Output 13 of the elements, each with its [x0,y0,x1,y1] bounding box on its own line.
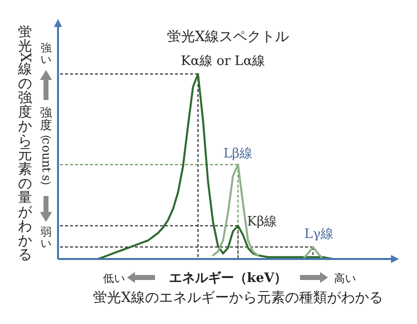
text: 蛍光X線の強度から元素の量がわかる [16,24,33,264]
text: 蛍光X線のエネルギーから元素の種類がわかる [93,290,383,306]
text: 強度（counts） [39,106,54,192]
text: 低い [103,272,125,285]
text: Kα線 or Lα線 [180,54,266,69]
text: 弱い [40,226,52,250]
annotation: Lβ線 [223,146,253,162]
text: 強い [40,42,52,66]
x-axis-title: エネルギー（keV） [168,271,288,286]
annotation: Kβ線 [247,214,278,230]
chart-title: 蛍光X線スペクトル [167,29,289,45]
annotation: Lγ線 [304,226,334,242]
text: 高い [334,272,356,285]
